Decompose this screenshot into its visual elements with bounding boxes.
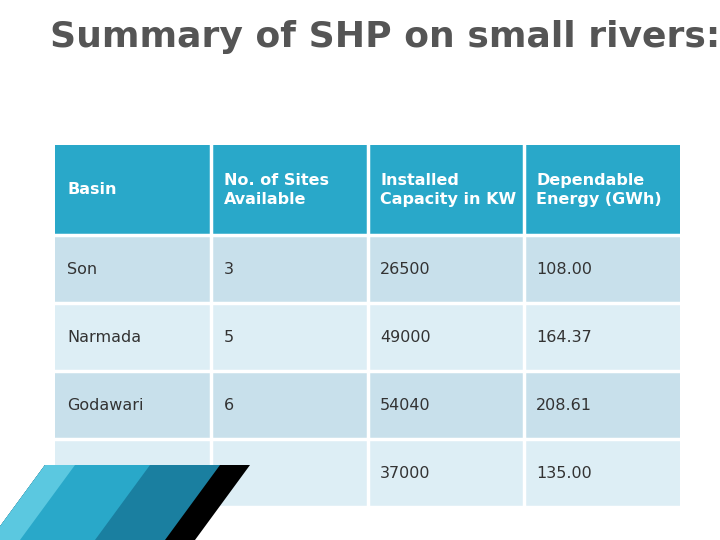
Text: 108.00: 108.00 [536,261,593,276]
Text: 9: 9 [224,465,234,481]
Bar [55,235,211,303]
Bar [55,439,211,507]
Text: Basin: Basin [68,183,117,198]
Text: 49000: 49000 [380,329,431,345]
Polygon shape [0,465,150,540]
Bar [523,371,680,439]
Text: Installed
Capacity in KW: Installed Capacity in KW [380,173,516,207]
Text: Tapi: Tapi [68,465,99,481]
Bar [523,145,680,235]
Bar [367,145,523,235]
Text: 5: 5 [224,329,234,345]
Polygon shape [0,465,75,540]
Text: Dependable
Energy (GWh): Dependable Energy (GWh) [536,173,662,207]
Bar [523,303,680,371]
Bar [55,303,211,371]
Text: 6: 6 [224,397,234,413]
Bar [211,371,367,439]
Bar [523,235,680,303]
Bar [211,145,367,235]
Text: 164.37: 164.37 [536,329,592,345]
Bar [211,303,367,371]
Bar [523,439,680,507]
Bar [55,145,211,235]
Bar [367,235,523,303]
Bar [367,303,523,371]
Text: No. of Sites
Available: No. of Sites Available [224,173,329,207]
Text: 37000: 37000 [380,465,431,481]
Bar [367,371,523,439]
Text: 54040: 54040 [380,397,431,413]
Text: Godawari: Godawari [68,397,144,413]
Bar [367,439,523,507]
Polygon shape [0,465,220,540]
Text: 3: 3 [224,261,234,276]
Text: 208.61: 208.61 [536,397,593,413]
Bar [211,439,367,507]
Text: Son: Son [68,261,98,276]
Text: Summary of SHP on small rivers:: Summary of SHP on small rivers: [50,20,720,54]
Text: 135.00: 135.00 [536,465,592,481]
Bar [211,235,367,303]
Polygon shape [0,465,250,540]
Text: 26500: 26500 [380,261,431,276]
Bar [55,371,211,439]
Text: Narmada: Narmada [68,329,142,345]
